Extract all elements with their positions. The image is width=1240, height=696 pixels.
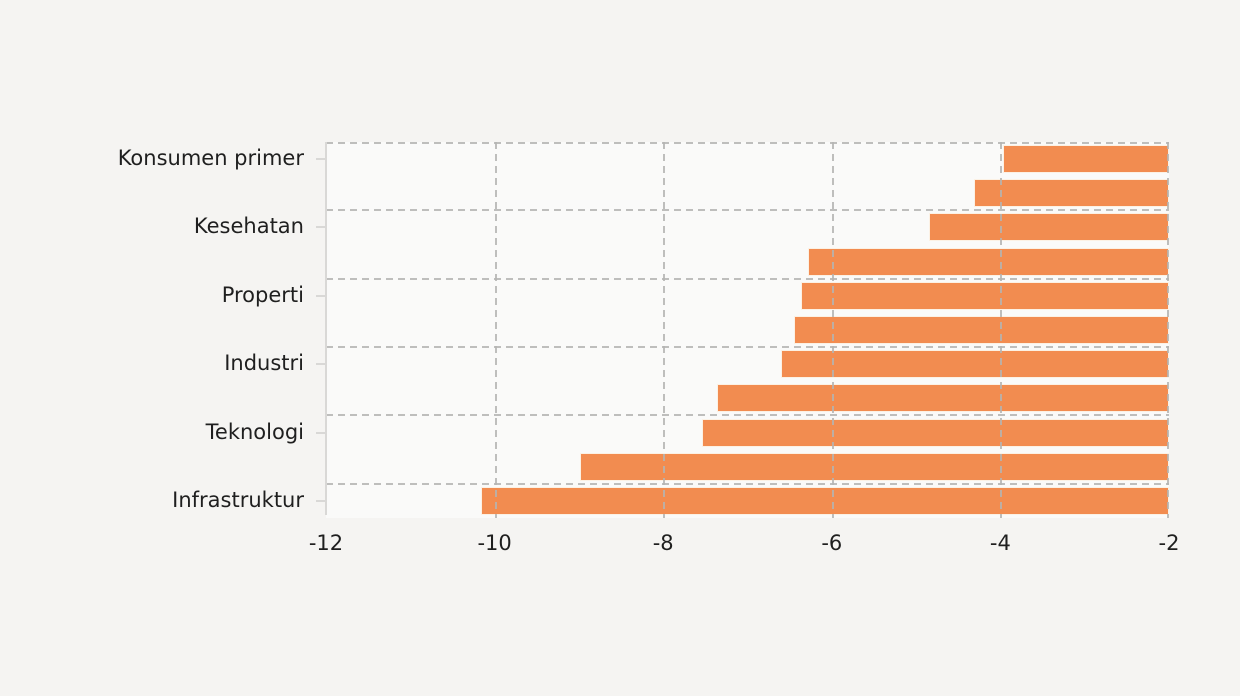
bar (481, 486, 1169, 515)
bar (717, 384, 1169, 413)
vertical-gridline (1000, 142, 1003, 518)
horizontal-gridline (326, 142, 1169, 144)
vertical-gridline (1167, 142, 1169, 518)
y-tick-mark (316, 431, 326, 434)
y-tick-label: Konsumen primer (117, 145, 304, 170)
horizontal-gridline (326, 277, 1169, 280)
bar (800, 281, 1169, 310)
plot-area (325, 142, 1169, 518)
y-tick-label: Industri (224, 351, 304, 376)
bar (793, 316, 1169, 344)
y-tick-label: Infrastruktur (172, 487, 304, 512)
y-tick-mark (316, 158, 326, 161)
horizontal-gridline (326, 346, 1169, 349)
bar (701, 418, 1169, 447)
bar (579, 452, 1169, 481)
x-tick-label: -8 (652, 531, 674, 555)
x-tick-label: -2 (1158, 531, 1180, 555)
y-tick-label: Properti (221, 282, 304, 307)
horizontal-gridline (326, 414, 1169, 417)
y-tick-mark (316, 499, 326, 502)
bar (781, 350, 1169, 379)
y-axis-spine (325, 142, 327, 515)
y-tick-label: Kesehatan (193, 214, 304, 239)
horizontal-gridline (326, 482, 1169, 485)
vertical-gridline (494, 142, 497, 518)
x-tick-label: -4 (989, 531, 1011, 555)
horizontal-gridline (326, 209, 1169, 212)
y-tick-label: Teknologi (205, 419, 304, 444)
y-axis-tick-labels: Konsumen primer Kesehatan Properti Industri… (0, 142, 304, 518)
y-tick-mark (316, 226, 326, 229)
x-tick-label: -10 (477, 531, 512, 555)
x-tick-label: -12 (308, 531, 344, 555)
vertical-gridline (831, 142, 834, 518)
y-tick-mark (316, 294, 326, 297)
vertical-gridline (663, 142, 666, 518)
bar (928, 213, 1169, 242)
bar (974, 179, 1169, 208)
bar (808, 247, 1169, 276)
y-tick-mark (316, 363, 326, 366)
bar (1002, 145, 1169, 174)
x-tick-label: -6 (821, 531, 843, 555)
